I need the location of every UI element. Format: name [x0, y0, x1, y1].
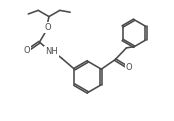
Text: NH: NH	[46, 47, 58, 56]
Text: O: O	[126, 63, 132, 72]
Text: O: O	[23, 46, 30, 55]
Text: O: O	[44, 23, 51, 32]
